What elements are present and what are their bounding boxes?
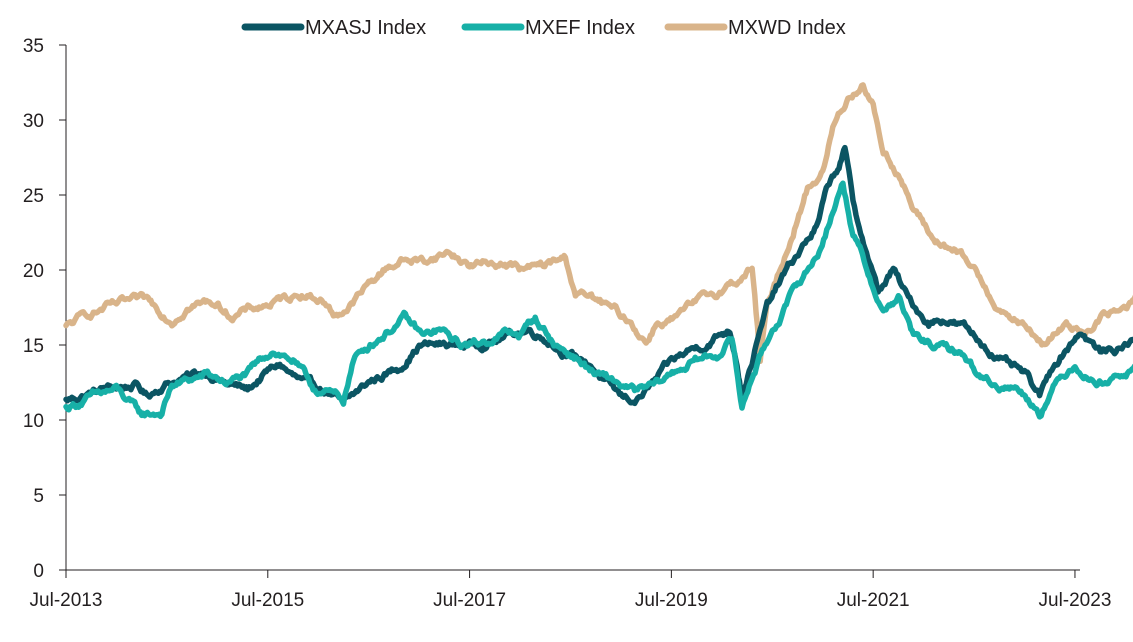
legend: MXASJ Index MXEF Index MXWD Index [241,17,846,39]
series-line-mxwd-index [63,82,1133,364]
x-tick-label: Jul-2017 [433,590,506,611]
x-tick-label: Jul-2015 [231,590,304,611]
series-layer [63,82,1133,420]
axes: 0 5 10 15 20 25 30 35 Jul-2013 Jul-2015 Jul-2017 Ju… [23,36,1112,611]
y-tick-label: 5 [33,486,44,507]
x-tick-label: Jul-2021 [837,590,910,611]
y-tick-label: 15 [23,336,44,357]
y-tick-label: 0 [33,561,44,582]
y-tick-label: 30 [23,111,44,132]
legend-label-mxwd-index: MXWD Index [728,17,846,39]
legend-label-mxef-index: MXEF Index [525,17,635,39]
x-tick-label: Jul-2013 [30,590,103,611]
y-tick-label: 35 [23,36,44,57]
y-tick-label: 20 [23,261,44,282]
x-tick-label: Jul-2023 [1039,590,1112,611]
y-tick-label: 10 [23,411,44,432]
x-tick-label: Jul-2019 [635,590,708,611]
legend-label-mxasj-index: MXASJ Index [305,17,426,39]
y-tick-label: 25 [23,186,44,207]
series-line-mxef-index [63,180,1133,420]
